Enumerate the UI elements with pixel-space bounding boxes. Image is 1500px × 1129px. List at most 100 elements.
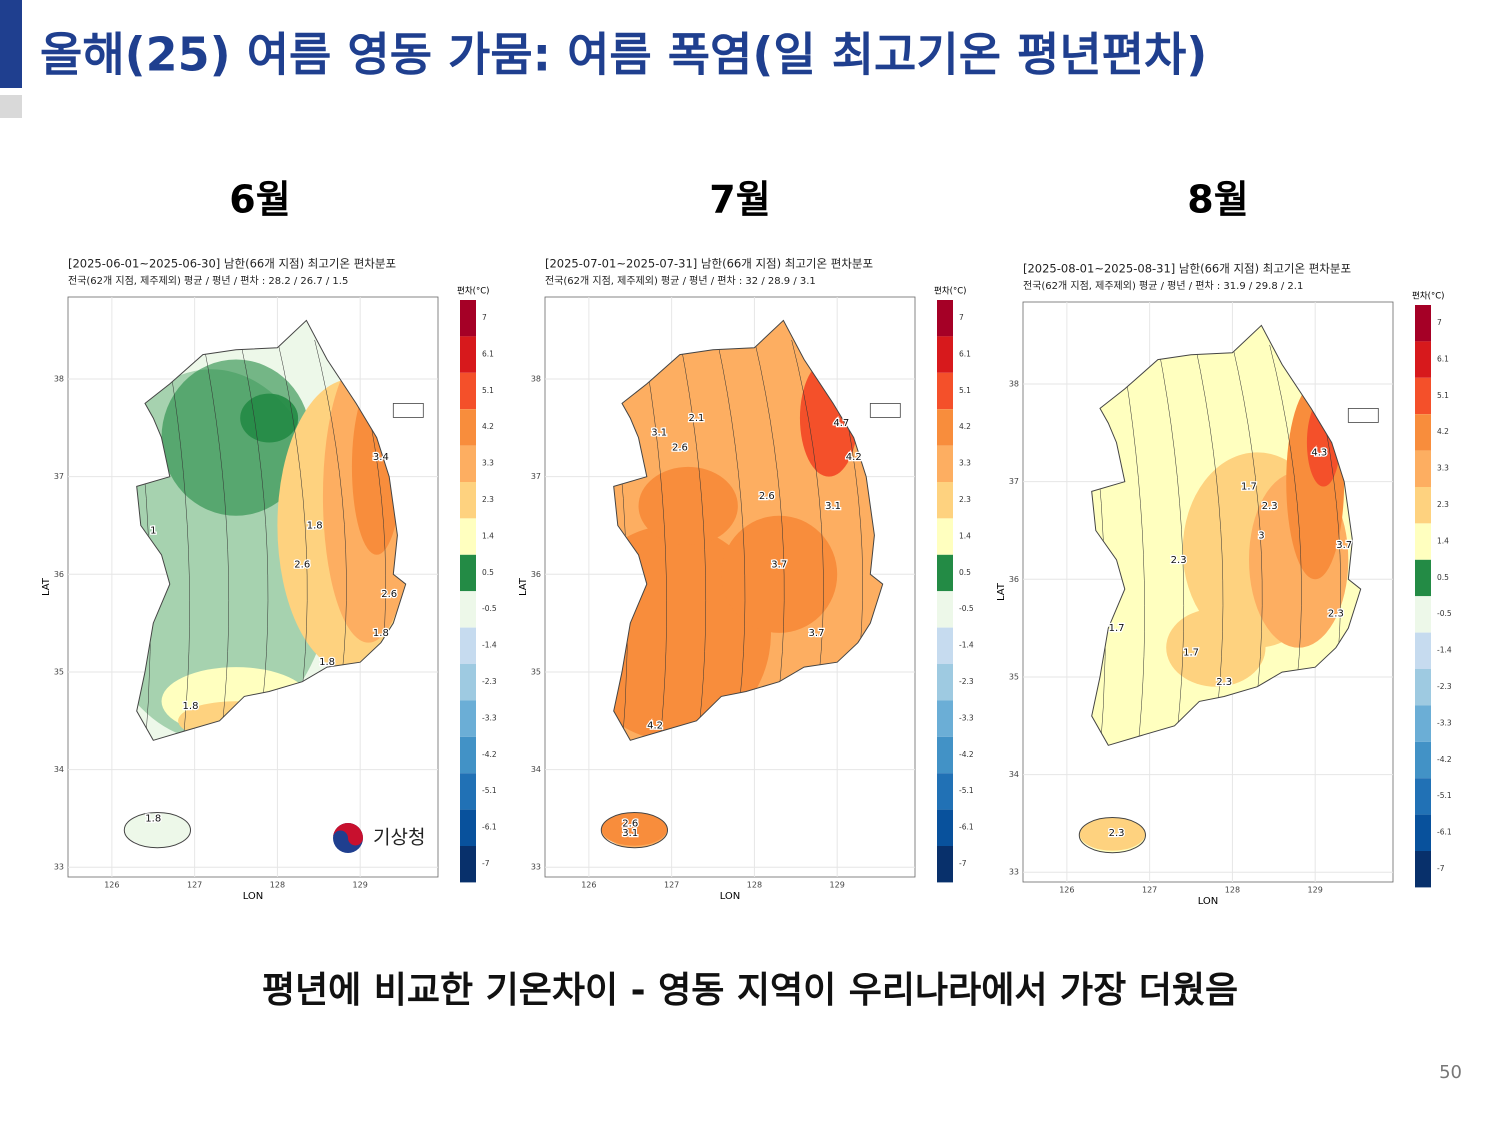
map-subtitle: 전국(62개 지점, 제주제외) 평균 / 평년 / 편차 : 28.2 / 2… — [68, 275, 348, 287]
legend-label: -4.2 — [482, 750, 497, 759]
accent-bar — [0, 0, 22, 88]
legend-label: -0.5 — [482, 604, 497, 613]
legend-swatch — [460, 336, 476, 373]
month-label: 7월 — [709, 178, 770, 222]
legend-swatch — [460, 445, 476, 482]
legend-swatch — [1415, 741, 1431, 779]
map-title: [2025-06-01~2025-06-30] 남한(66개 지점) 최고기온 … — [68, 257, 396, 271]
legend-swatch — [460, 736, 476, 774]
contour-label: 2.6 — [622, 818, 638, 829]
x-tick-label: 129 — [353, 881, 368, 890]
y-tick-label: 37 — [54, 472, 64, 481]
contour-label: 2.3 — [1262, 501, 1278, 512]
legend-label: 2.3 — [959, 495, 971, 504]
legend-label: 6.1 — [959, 349, 971, 358]
legend-label: 3.3 — [1437, 464, 1449, 473]
legend-swatch — [1415, 632, 1431, 669]
legend-label: -6.1 — [482, 823, 497, 832]
temperature-zone — [1079, 815, 1146, 851]
legend-label: 1.4 — [959, 531, 971, 540]
legend-swatch — [460, 482, 476, 519]
legend-label: -0.5 — [1437, 609, 1452, 618]
temperature-zone — [638, 466, 738, 546]
legend-title: 편차(°C) — [457, 286, 489, 297]
contour-label: 3.1 — [651, 428, 667, 439]
legend-title: 편차(°C) — [1412, 291, 1444, 302]
legend-swatch — [1415, 450, 1431, 487]
contour-label: 3.7 — [809, 628, 825, 639]
legend-swatch — [460, 773, 476, 810]
legend-label: 2.3 — [1437, 500, 1449, 509]
contour-label: 2.3 — [1216, 677, 1232, 688]
legend-label: -7 — [482, 859, 490, 868]
legend-swatch — [937, 518, 953, 555]
inset-box — [1347, 408, 1379, 423]
x-tick-label: 128 — [1225, 886, 1240, 895]
jeju-outline — [600, 812, 669, 849]
map-subtitle: 전국(62개 지점, 제주제외) 평균 / 평년 / 편차 : 32 / 28.… — [545, 275, 816, 287]
legend-label: 5.1 — [482, 386, 494, 395]
legend-label: 5.1 — [1437, 391, 1449, 400]
legend-swatch — [937, 773, 953, 810]
coastline — [613, 319, 884, 741]
inset-box — [869, 403, 901, 418]
legend-swatch — [460, 300, 476, 337]
contour-label: 2.3 — [1109, 828, 1125, 839]
legend-swatch — [937, 664, 953, 701]
legend-label: -1.4 — [959, 641, 974, 650]
x-tick-label: 129 — [830, 881, 845, 890]
y-tick-label: 36 — [54, 570, 64, 579]
jeju-outline — [1078, 817, 1147, 854]
y-tick-label: 35 — [1009, 672, 1019, 681]
contour-label: 1.8 — [183, 701, 199, 712]
legend-label: -7 — [959, 859, 967, 868]
legend-swatch — [1415, 778, 1431, 815]
contour-label: 4.7 — [833, 418, 849, 429]
y-tick-label: 35 — [54, 667, 64, 676]
y-tick-label: 34 — [531, 765, 541, 774]
contour-label: 3.7 — [1336, 540, 1352, 551]
legend-swatch — [460, 627, 476, 664]
logo-text: 기상청 — [373, 827, 425, 849]
legend-swatch — [937, 482, 953, 519]
legend-label: -0.5 — [959, 604, 974, 613]
jeju-outline — [123, 812, 192, 849]
legend-label: -6.1 — [959, 823, 974, 832]
legend-label: -6.1 — [1437, 828, 1452, 837]
month-label: 8월 — [1187, 178, 1248, 222]
x-axis-label: LON — [1198, 896, 1219, 907]
inset-box — [392, 403, 424, 418]
legend-label: -2.3 — [1437, 682, 1452, 691]
legend-swatch — [1415, 341, 1431, 378]
contour-label: 1.7 — [1183, 648, 1199, 659]
x-axis-label: LON — [720, 891, 741, 902]
legend-swatch — [460, 809, 476, 846]
legend-label: -5.1 — [959, 786, 974, 795]
legend-label: 7 — [482, 313, 487, 322]
y-tick-label: 38 — [531, 375, 541, 384]
legend-label: 7 — [959, 313, 964, 322]
legend-swatch — [1415, 705, 1431, 742]
legend-swatch — [460, 554, 476, 592]
legend-swatch — [937, 627, 953, 664]
contour-label: 2.6 — [672, 442, 688, 453]
contour-label: 3.7 — [771, 560, 787, 571]
legend-label: -7 — [1437, 864, 1445, 873]
legend-label: 2.3 — [482, 495, 494, 504]
y-tick-label: 38 — [1009, 380, 1019, 389]
y-tick-label: 37 — [1009, 477, 1019, 486]
x-tick-label: 126 — [1059, 886, 1074, 895]
legend-label: -3.3 — [1437, 718, 1452, 727]
x-tick-label: 129 — [1308, 886, 1323, 895]
temperature-zone — [1166, 608, 1266, 687]
contour-label: 1.8 — [307, 520, 323, 531]
contour-label: 3 — [1258, 530, 1264, 541]
legend-swatch — [937, 809, 953, 846]
legend-label: 1.4 — [482, 531, 494, 540]
y-tick-label: 33 — [531, 863, 541, 872]
legend-label: 4.2 — [482, 422, 494, 431]
y-axis-label: LAT — [996, 582, 1007, 601]
contour-label: 1.8 — [319, 657, 335, 668]
legend-label: 0.5 — [482, 568, 494, 577]
